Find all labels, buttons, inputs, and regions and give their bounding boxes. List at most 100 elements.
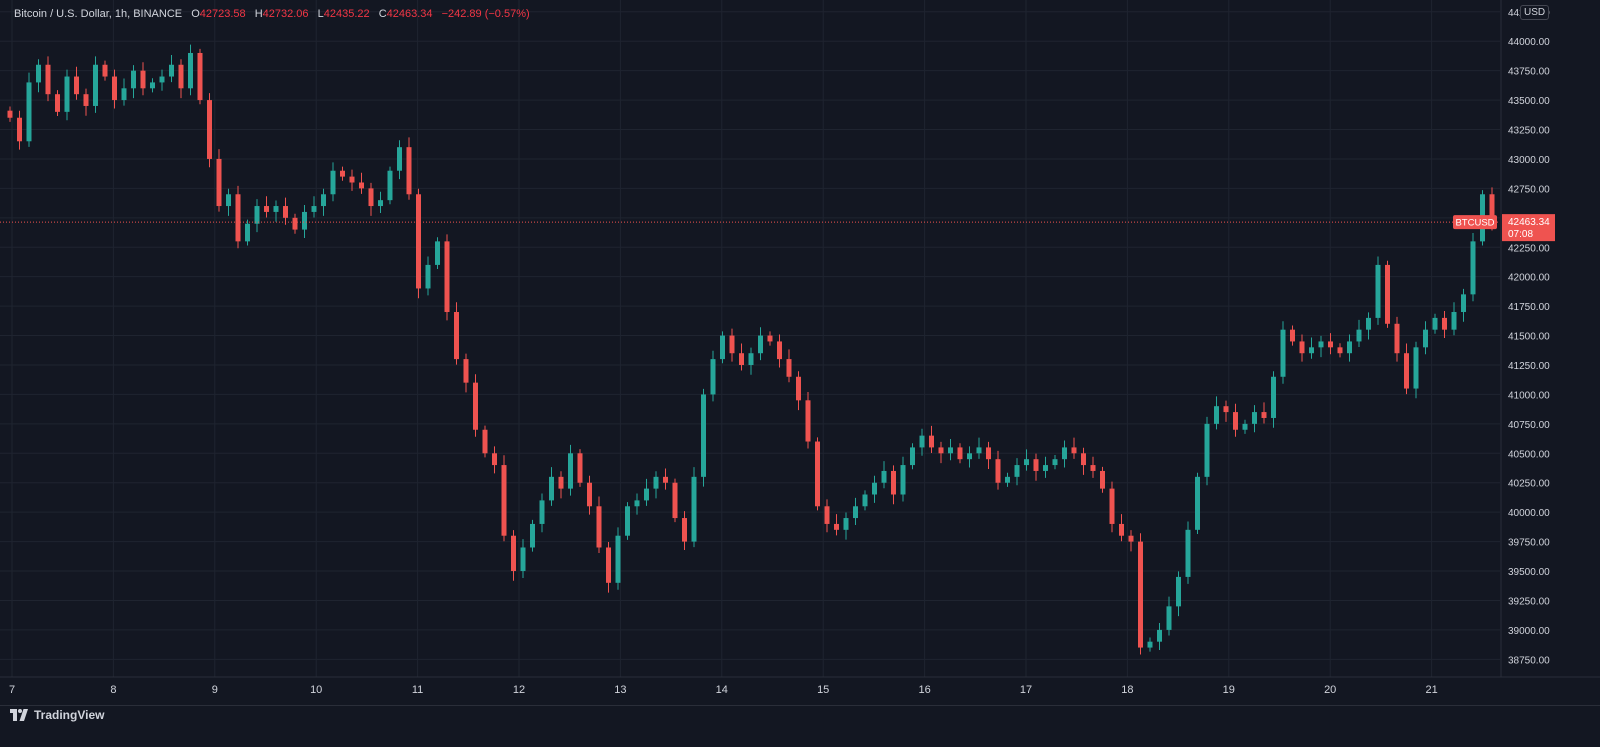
candle-body <box>1176 576 1181 607</box>
candle-body <box>1470 241 1476 295</box>
candle <box>558 471 564 499</box>
candle-body <box>625 506 630 536</box>
candle <box>1166 596 1172 636</box>
candle <box>197 48 203 105</box>
candle <box>739 343 744 371</box>
low-value: 42435.22 <box>323 8 370 20</box>
candle <box>131 65 136 99</box>
candle-body <box>853 506 858 519</box>
candle <box>1214 396 1219 430</box>
candle <box>767 331 773 346</box>
candle <box>701 388 706 487</box>
candle-body <box>824 506 830 524</box>
candle <box>710 350 716 402</box>
candle <box>653 471 659 499</box>
symbol-tag-bg <box>1453 215 1497 230</box>
y-tick-label: 39250.00 <box>1508 596 1550 607</box>
tradingview-logo[interactable]: TradingView <box>10 708 104 722</box>
candle-body <box>1442 317 1447 330</box>
candle-body <box>349 176 355 183</box>
candle-body <box>131 70 136 89</box>
candle-body <box>1328 341 1333 348</box>
candle <box>1062 440 1067 468</box>
candle <box>245 219 250 246</box>
candle-body <box>1147 641 1153 648</box>
candle <box>663 468 668 490</box>
candle <box>843 512 849 540</box>
candle-body <box>530 523 535 548</box>
candle <box>1413 341 1419 399</box>
candle-body <box>321 194 326 207</box>
candle-body <box>587 482 592 507</box>
candle-body <box>463 359 469 383</box>
y-tick-label: 41750.00 <box>1508 302 1550 313</box>
candle <box>777 334 782 368</box>
candle-body <box>1461 294 1466 313</box>
candle <box>1451 302 1457 336</box>
y-tick-label: 39500.00 <box>1508 567 1550 578</box>
y-tick-label: 43250.00 <box>1508 126 1550 137</box>
candle-body <box>254 206 260 224</box>
candle <box>93 56 98 113</box>
candle <box>786 349 792 383</box>
tradingview-logo-icon <box>10 709 28 721</box>
y-tick-label: 43000.00 <box>1508 155 1550 166</box>
candle <box>1223 400 1229 422</box>
candle-body <box>1138 541 1143 648</box>
candle-body <box>216 158 222 207</box>
price-axis-tag-bg <box>1502 214 1555 242</box>
candlestick-chart[interactable]: 38750.00 39000.00 39250.00 39500.00 39750.00… <box>0 0 1600 705</box>
candle-body <box>995 459 1001 483</box>
price-axis-tag-price: 42463.34 <box>1508 217 1550 228</box>
candle-body <box>330 170 336 195</box>
candle <box>140 62 146 96</box>
candle <box>207 93 212 168</box>
candle <box>577 449 583 487</box>
candle <box>1024 449 1029 471</box>
candle <box>36 59 41 93</box>
candle <box>378 191 383 213</box>
candle-body <box>112 76 117 101</box>
candle-body <box>1043 465 1048 471</box>
candle-body <box>682 518 687 542</box>
symbol-price-tag: BTCUSD <box>1453 215 1497 230</box>
candle-body <box>967 453 972 460</box>
x-tick-label: 9 <box>212 684 218 696</box>
y-tick-label: 41500.00 <box>1508 332 1550 343</box>
x-tick-label: 10 <box>310 684 322 696</box>
candle <box>1204 416 1210 486</box>
candle-body <box>178 64 184 89</box>
candle-body <box>83 94 89 106</box>
candle-body <box>1223 406 1229 413</box>
candle <box>492 446 497 474</box>
candle-body <box>1204 423 1210 477</box>
candle <box>957 443 963 464</box>
low-label: L <box>317 8 324 20</box>
candle-body <box>169 64 174 77</box>
candle <box>691 467 697 548</box>
candle <box>1290 325 1295 346</box>
candle <box>1138 533 1143 655</box>
candle <box>615 527 621 590</box>
candle <box>919 428 925 456</box>
candle-body <box>1005 476 1010 483</box>
candle <box>1233 403 1238 437</box>
candle-body <box>1071 447 1077 454</box>
x-tick-label: 8 <box>110 684 116 696</box>
candle-body <box>843 518 849 530</box>
candle <box>102 60 108 81</box>
candle-body <box>235 194 241 242</box>
currency-unit-button[interactable]: USD <box>1520 5 1550 20</box>
candle <box>463 353 469 393</box>
candle <box>55 90 60 116</box>
candle-body <box>1261 412 1267 418</box>
candle-body <box>1081 453 1086 466</box>
candle-body <box>777 341 782 360</box>
candle <box>74 66 79 100</box>
candle-body <box>473 382 478 430</box>
candle <box>1109 481 1115 533</box>
candle <box>976 437 982 459</box>
candle-body <box>1356 329 1362 342</box>
candle-body <box>283 206 288 218</box>
